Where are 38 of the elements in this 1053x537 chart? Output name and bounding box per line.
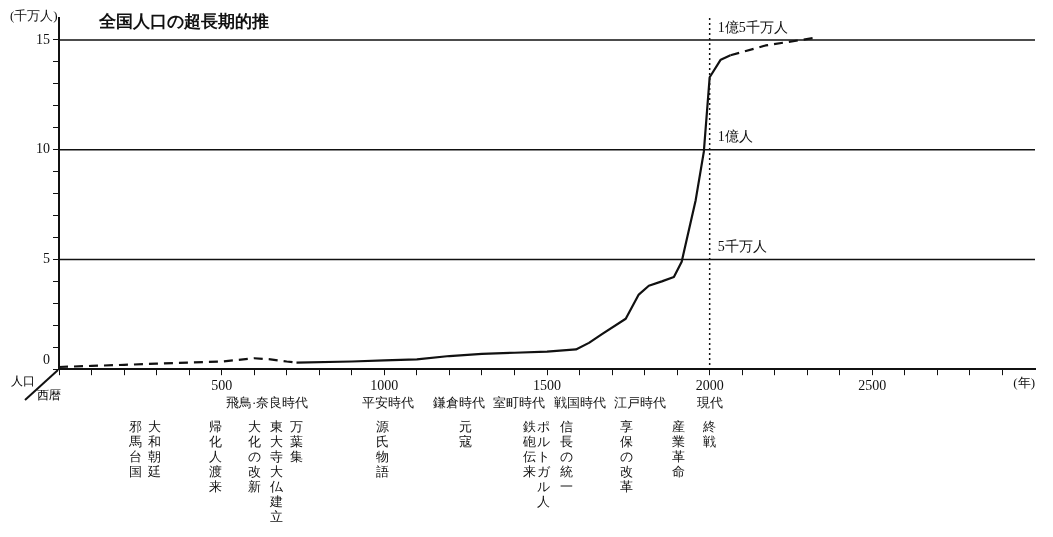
x-tick-label: 1500 bbox=[533, 378, 561, 394]
text: 東大寺大仏建立 bbox=[270, 419, 284, 525]
text: 平安時代 bbox=[361, 395, 414, 411]
ref-line-label: 5千万人 bbox=[717, 239, 767, 255]
text: 江戸時代 bbox=[613, 395, 666, 411]
text: 西暦 bbox=[37, 388, 61, 403]
text: 邪馬台国 bbox=[128, 419, 142, 480]
x-tick-label: 2000 bbox=[695, 378, 724, 394]
x-tick-label: 500 bbox=[211, 378, 233, 394]
y-axis-title: (千万人) bbox=[10, 7, 58, 23]
x-tick-label: 2500 bbox=[858, 378, 887, 394]
text: 源氏物語 bbox=[376, 419, 390, 480]
text: 信長の統一 bbox=[560, 419, 574, 495]
text: 戦国時代 bbox=[553, 395, 606, 411]
text: 飛鳥·奈良時代 bbox=[226, 395, 309, 411]
text: 享保の改革 bbox=[620, 419, 634, 495]
x-axis-title: (年) bbox=[1013, 375, 1035, 391]
x-tick-label: 1000 bbox=[370, 378, 399, 394]
text: 鎌倉時代 bbox=[433, 395, 486, 411]
text: 元寇 bbox=[459, 419, 473, 450]
text: 室町時代 bbox=[493, 395, 546, 411]
text: 人口 bbox=[11, 374, 35, 389]
y-tick-label: 0 bbox=[43, 351, 50, 367]
y-tick-label: 5 bbox=[43, 251, 50, 267]
text: 大化の改新 bbox=[247, 419, 261, 495]
text: 終戦 bbox=[703, 419, 717, 450]
ref-line-label: 1億5千万人 bbox=[717, 19, 788, 35]
text: 現代 bbox=[696, 395, 723, 411]
text: 鉄砲伝来 bbox=[522, 419, 536, 480]
text: ポルトガル人 bbox=[537, 419, 551, 510]
text: 帰化人渡来 bbox=[208, 419, 222, 495]
text: 万葉集 bbox=[289, 419, 303, 465]
text: 大和朝廷 bbox=[148, 419, 162, 480]
ref-line-label: 1億人 bbox=[717, 129, 753, 145]
y-tick-label: 15 bbox=[36, 31, 50, 47]
text: 産業革命 bbox=[672, 419, 686, 480]
y-tick-label: 10 bbox=[36, 141, 50, 157]
chart-title: 全国人口の超長期的推 bbox=[98, 10, 269, 31]
